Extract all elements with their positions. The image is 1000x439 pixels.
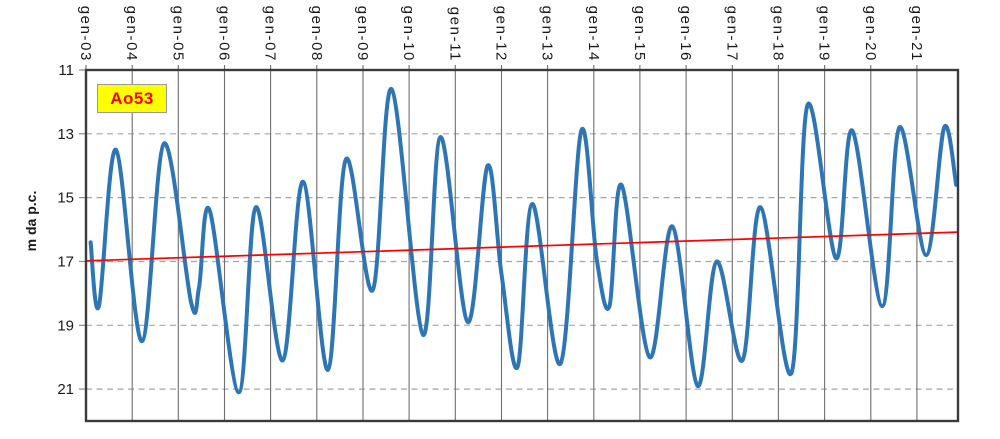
x-tick-label: gen-16 [677, 6, 694, 62]
y-tick-label: 13 [57, 126, 74, 143]
y-tick-label: 15 [57, 190, 74, 207]
x-tick-label: gen-06 [216, 6, 233, 62]
series-label-box: Ao53 [97, 84, 167, 113]
series-linear-trend [85, 231, 959, 262]
x-tick-label: gen-14 [585, 6, 602, 62]
x-tick-label: gen-21 [908, 6, 925, 62]
x-tick-label: gen-10 [400, 6, 417, 62]
series-groundwater-depth [88, 87, 959, 395]
x-tick-label: gen-11 [446, 7, 463, 62]
x-tick-label: gen-18 [769, 6, 786, 62]
x-tick-label: gen-15 [631, 6, 648, 62]
x-tick-label: gen-12 [493, 6, 510, 62]
x-tick-label: gen-08 [308, 6, 325, 62]
x-tick-label: gen-19 [816, 6, 833, 62]
x-tick-label: gen-03 [77, 6, 94, 62]
x-tick-label: gen-17 [723, 6, 740, 62]
x-tick-label: gen-05 [169, 6, 186, 62]
x-tick-label: gen-20 [862, 6, 879, 62]
y-tick-label: 11 [58, 62, 74, 79]
x-tick-label: gen-13 [539, 6, 556, 62]
y-tick-label: 17 [57, 254, 74, 271]
x-tick-label: gen-04 [123, 6, 140, 62]
y-tick-label: 19 [57, 317, 74, 334]
plot-frame [84, 68, 960, 423]
series-label-text: Ao53 [110, 88, 154, 108]
y-tick-label: 21 [57, 381, 74, 398]
y-axis-title: m da p.c. [23, 190, 39, 252]
x-tick-label: gen-07 [262, 6, 279, 62]
x-tick-labels: gen-03 gen-04 gen-05 gen-06 gen-07 gen-08 gen-… [77, 6, 925, 62]
y-tick-labels: 11 13 15 17 19 21 [57, 62, 74, 398]
x-tick-label: gen-09 [354, 6, 371, 62]
